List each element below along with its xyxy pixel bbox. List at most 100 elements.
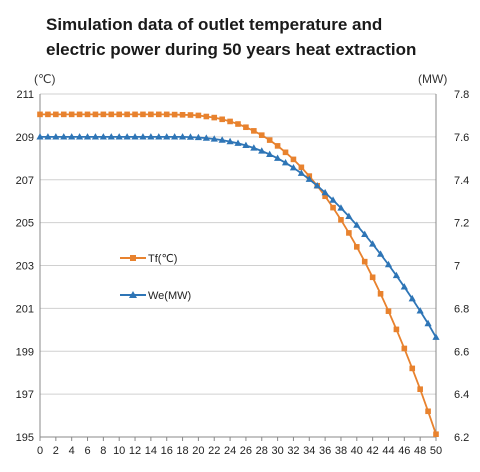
x-tick-label: 2 (53, 445, 59, 457)
x-tick-label: 48 (414, 445, 426, 457)
y-right-unit: (MW) (418, 72, 448, 86)
tf-point (187, 112, 194, 118)
x-tick-label: 24 (224, 445, 236, 457)
we-point (91, 133, 100, 140)
legend-label-0: Tf(℃) (148, 253, 177, 265)
we-point (194, 133, 202, 141)
tf-point (354, 244, 360, 250)
we-point (44, 133, 52, 140)
x-tick-label: 6 (84, 445, 90, 457)
we-point (234, 139, 242, 146)
we-point (432, 333, 440, 340)
tf-point (393, 326, 400, 333)
we-point (131, 133, 139, 140)
y-right-tick-label: 7.2 (454, 218, 469, 230)
y-left-tick-label: 209 (16, 132, 34, 144)
we-point (376, 250, 385, 257)
x-tick-label: 36 (319, 445, 331, 457)
x-tick-label: 42 (367, 445, 379, 457)
we-point (392, 271, 400, 279)
we-point (400, 283, 408, 290)
tf-point (108, 111, 115, 118)
we-point (345, 212, 353, 220)
x-tick-label: 30 (271, 445, 283, 457)
tf-point (148, 111, 154, 118)
we-point (163, 133, 171, 140)
x-tick-label: 46 (398, 445, 410, 457)
tf-point (156, 111, 162, 118)
we-point (369, 240, 377, 247)
we-point (76, 133, 84, 140)
tf-point (179, 111, 186, 118)
tf-point (45, 111, 51, 118)
x-tick-label: 0 (37, 445, 43, 457)
we-point (384, 260, 393, 268)
we-point (305, 175, 313, 182)
tf-point (266, 137, 273, 143)
x-tick-label: 12 (129, 445, 141, 457)
we-point (416, 307, 424, 314)
y-left-tick-label: 203 (16, 261, 34, 273)
we-point (297, 169, 305, 176)
tf-point (338, 217, 344, 223)
x-tick-label: 8 (100, 445, 106, 457)
y-left-tick-label: 205 (16, 218, 34, 230)
y-left-tick-label: 207 (16, 175, 34, 187)
y-left-tick-label: 197 (16, 389, 34, 401)
tf-point (68, 111, 75, 118)
y-right-tick-label: 6.8 (454, 303, 469, 315)
we-point (60, 133, 68, 140)
y-right-tick-label: 7 (454, 261, 460, 273)
x-tick-label: 20 (192, 445, 204, 457)
y-right-tick-label: 7.8 (454, 89, 469, 101)
tf-point (409, 365, 416, 372)
y-right-tick-label: 6.4 (454, 389, 469, 401)
legend-label-1: We(MW) (148, 290, 191, 302)
tf-point (171, 111, 178, 118)
tf-point (282, 149, 289, 156)
tf-point (37, 111, 43, 118)
x-tick-label: 38 (335, 445, 347, 457)
y-left-unit: (℃) (34, 72, 56, 86)
legend-marker-we (129, 291, 137, 298)
y-right-tick-label: 6.2 (454, 432, 469, 444)
legend-marker-tf (130, 255, 136, 261)
we-point (266, 150, 274, 158)
x-tick-label: 18 (176, 445, 188, 457)
tf-point (60, 111, 67, 118)
we-point (408, 294, 416, 302)
we-point (123, 133, 131, 140)
tf-point (417, 386, 423, 392)
we-point (337, 204, 345, 211)
we-point (353, 221, 361, 228)
tf-point (132, 111, 138, 118)
tf-point (195, 112, 202, 119)
tf-point (361, 258, 368, 265)
series-line-1 (40, 135, 437, 338)
tf-point (330, 204, 336, 211)
we-point (258, 147, 266, 154)
tf-point (100, 111, 107, 118)
tf-point (322, 193, 328, 200)
x-tick-label: 10 (113, 445, 125, 457)
we-point (361, 230, 369, 238)
tf-point (290, 156, 297, 163)
tf-point (116, 111, 122, 118)
we-point (115, 133, 123, 140)
tf-point (425, 408, 431, 415)
we-point (210, 135, 218, 142)
we-point (226, 137, 234, 145)
x-tick-label: 34 (303, 445, 315, 457)
x-tick-label: 28 (256, 445, 268, 457)
y-left-tick-label: 201 (16, 303, 34, 315)
we-point (83, 133, 92, 140)
we-point (36, 133, 44, 140)
chart-title-line-2: electric power during 50 years heat extr… (46, 40, 417, 59)
tf-point (369, 274, 376, 281)
x-tick-label: 22 (208, 445, 220, 457)
we-point (147, 133, 155, 140)
y-right-tick-label: 6.6 (454, 346, 469, 358)
we-point (250, 144, 258, 151)
we-point (218, 136, 226, 143)
